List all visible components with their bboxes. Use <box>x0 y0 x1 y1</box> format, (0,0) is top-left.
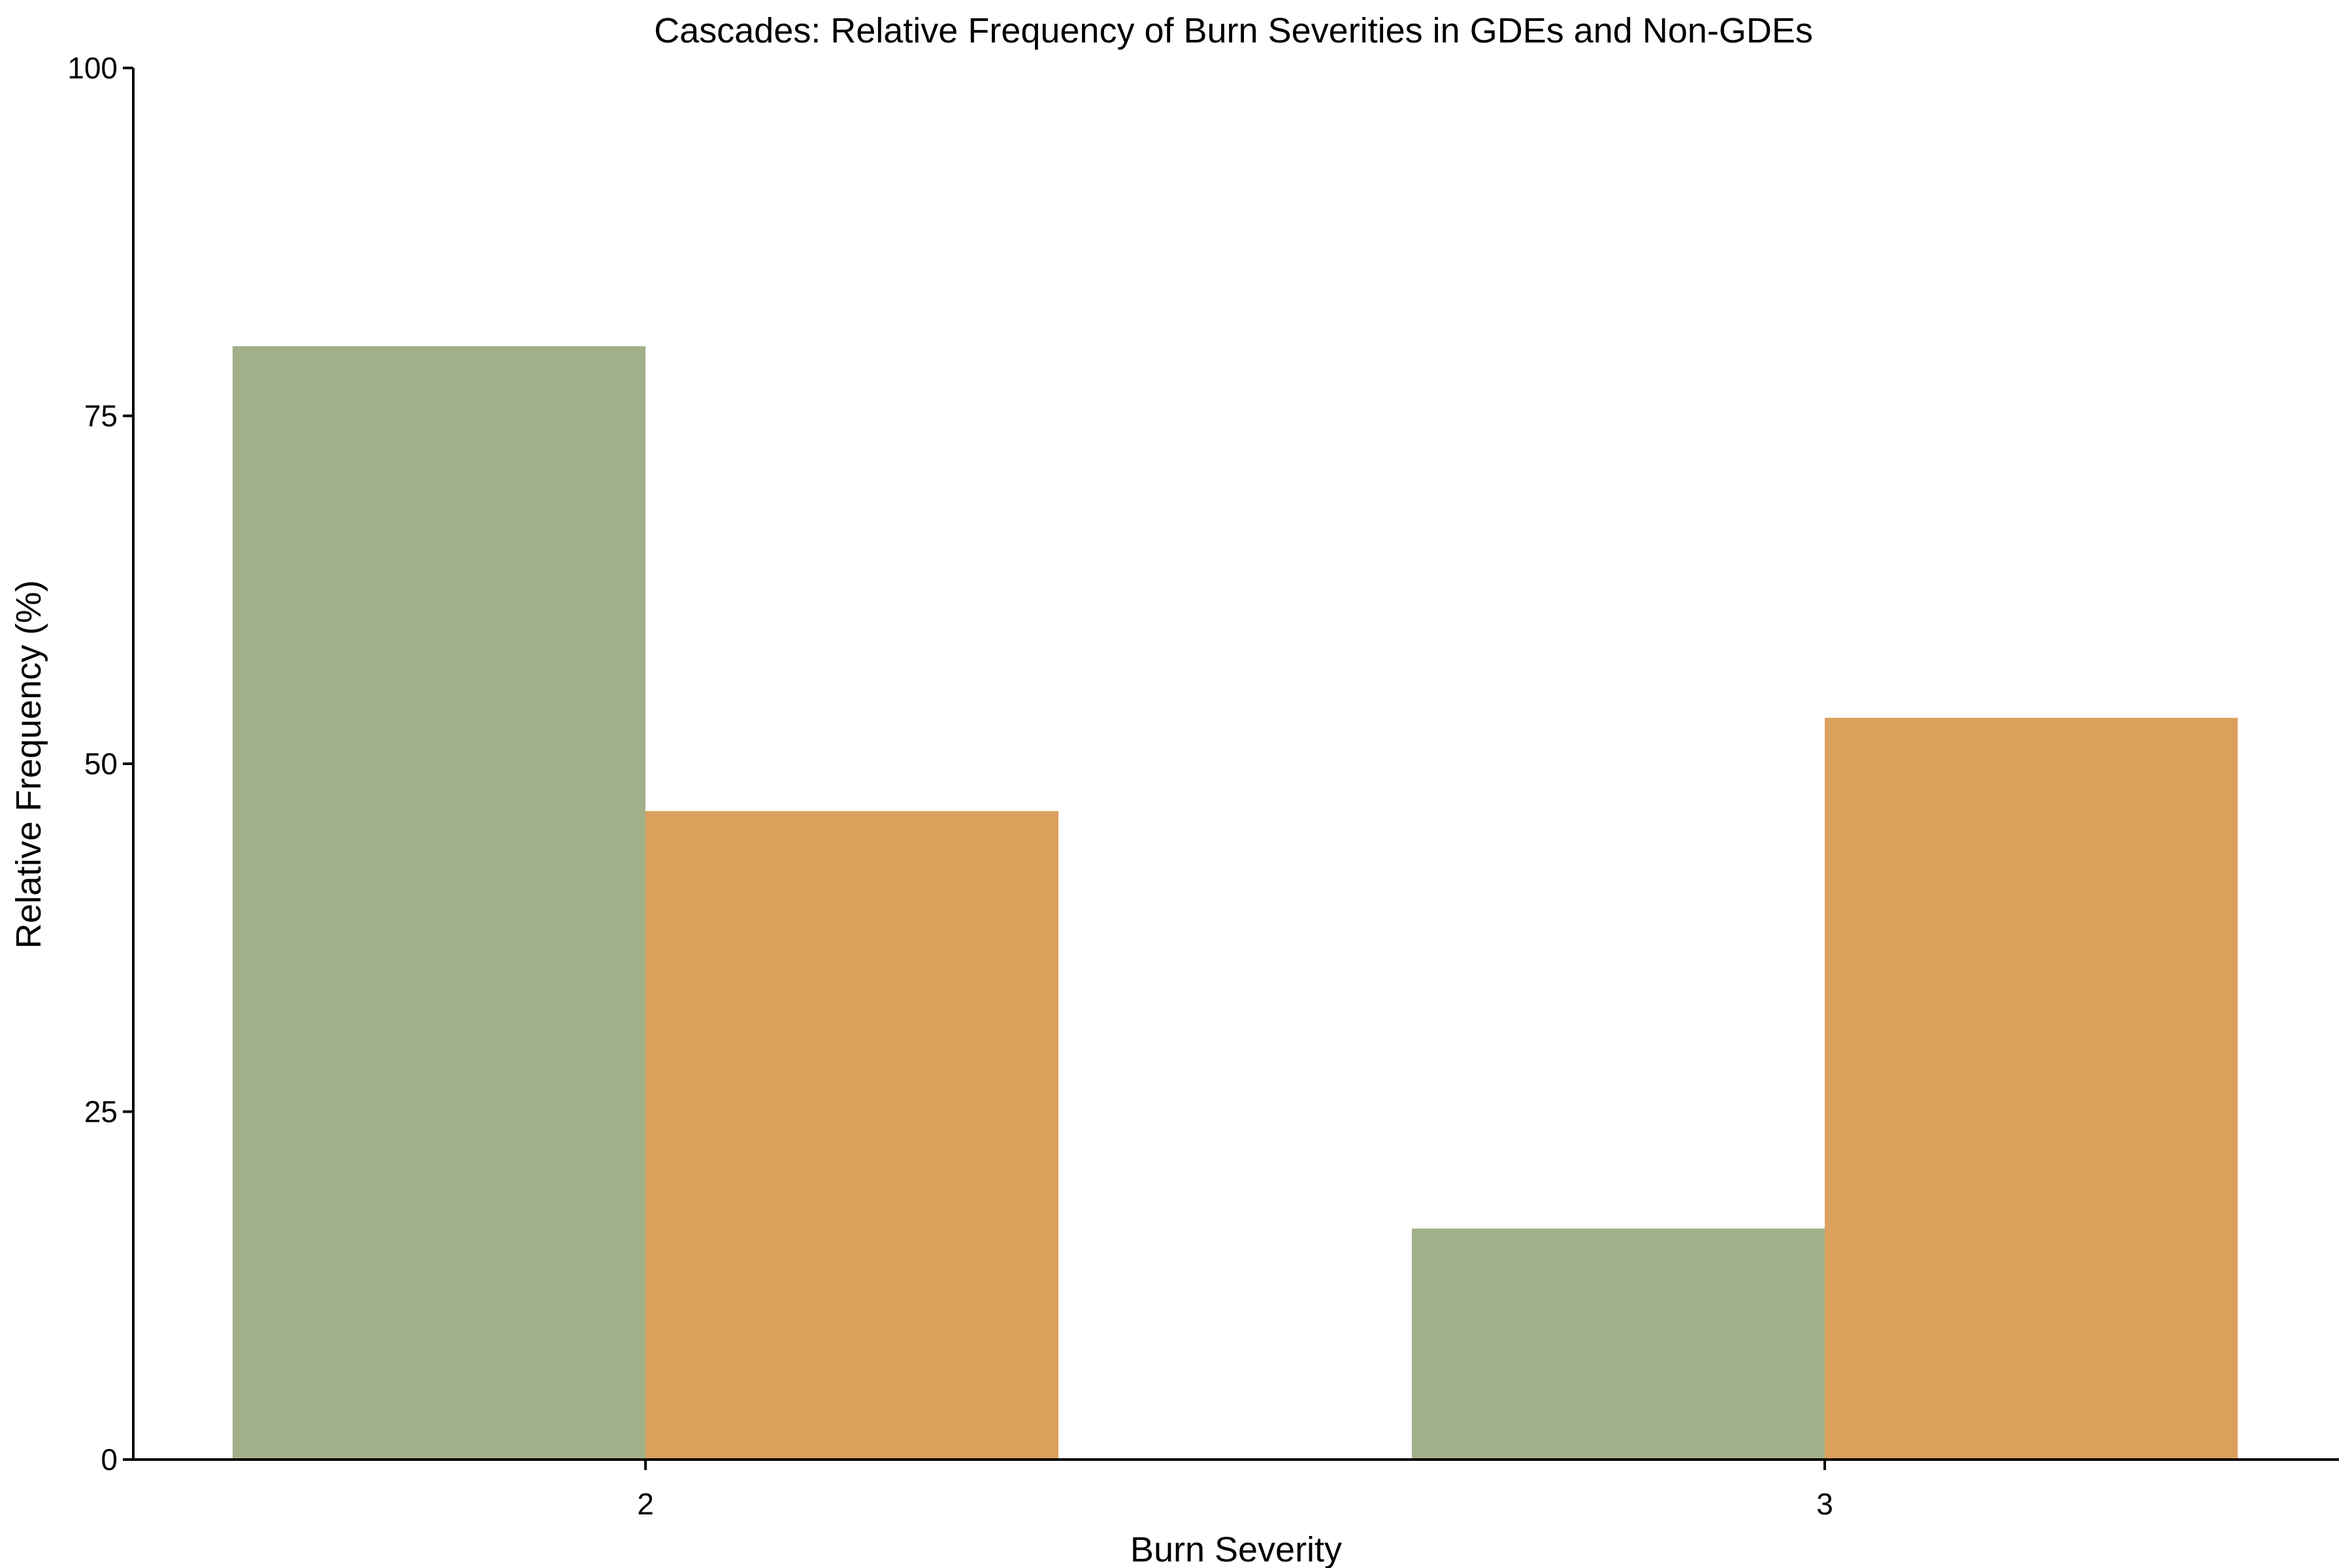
x-tick-label-2: 2 <box>637 1487 654 1521</box>
bars-group <box>233 346 2238 1460</box>
bar-series-1-cat-3 <box>1412 1228 1825 1460</box>
bar-series-1-cat-2 <box>233 346 645 1460</box>
bar-series-2-cat-3 <box>1825 717 2238 1460</box>
y-tick-label-25: 25 <box>84 1095 118 1129</box>
bar-series-2-cat-2 <box>645 811 1058 1460</box>
y-tick-label-75: 75 <box>84 399 118 433</box>
x-tick-label-3: 3 <box>1816 1487 1833 1521</box>
y-tick-label-100: 100 <box>67 51 118 85</box>
y-tick-label-50: 50 <box>84 747 118 781</box>
chart-title: Cascades: Relative Frequency of Burn Sev… <box>654 11 1813 50</box>
y-ticks-group: 0 25 50 75 100 <box>67 51 133 1477</box>
y-axis-label: Relative Frequency (%) <box>9 580 48 949</box>
y-tick-label-0: 0 <box>101 1443 118 1477</box>
x-axis-label: Burn Severity <box>1130 1530 1342 1568</box>
